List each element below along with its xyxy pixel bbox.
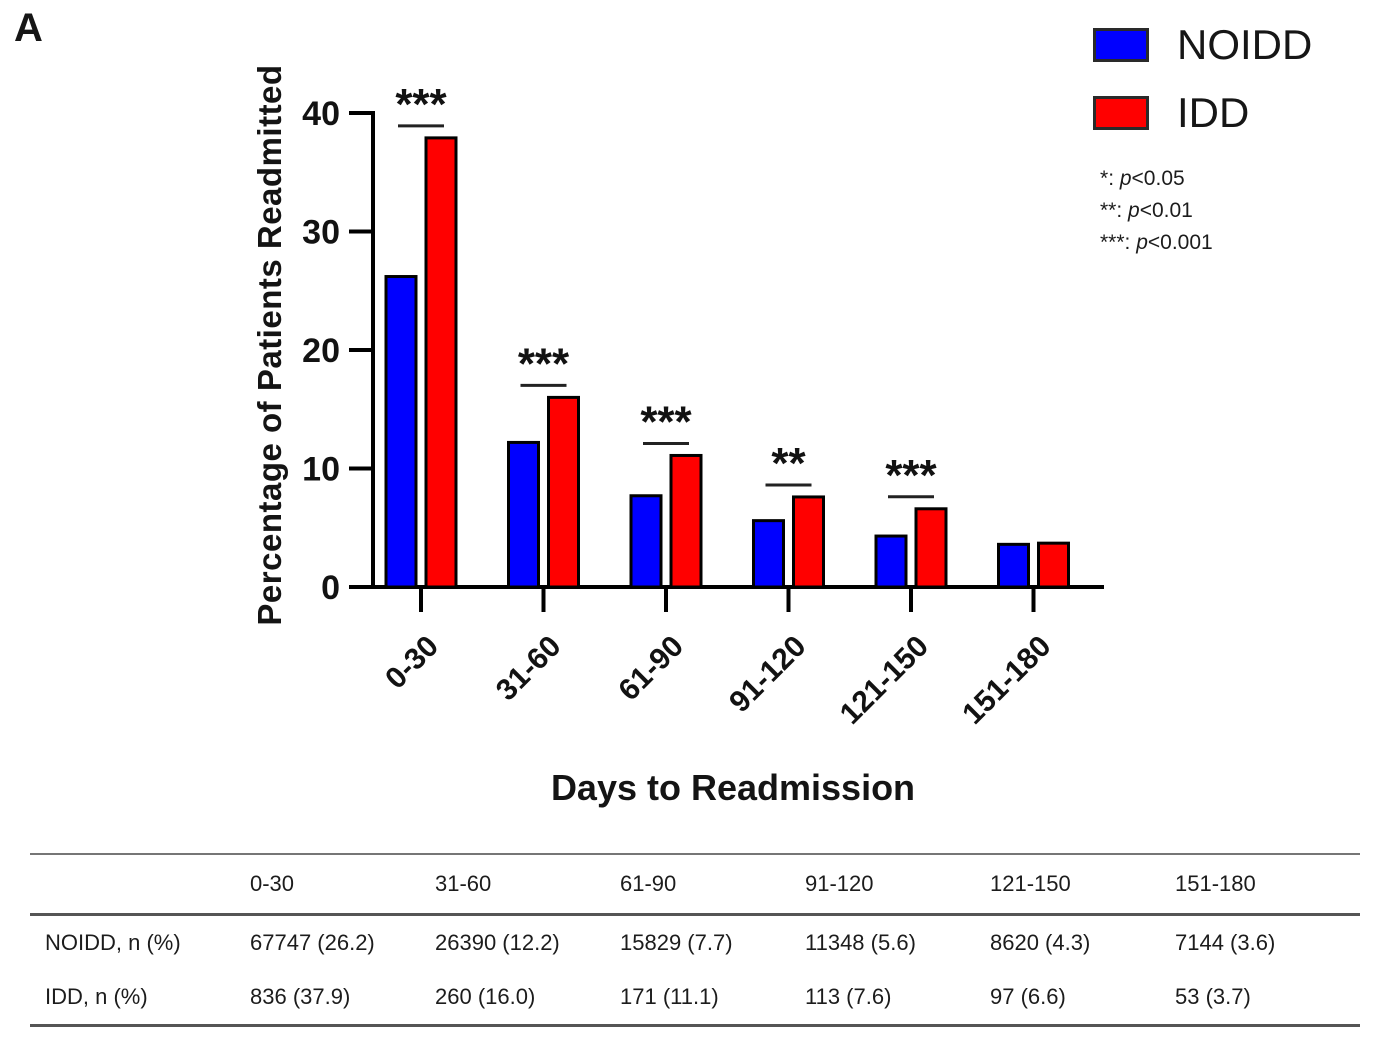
table-cell: 67747 (26.2) [250,930,375,955]
x-category-label: 31-60 [490,630,568,708]
table-cell: 53 (3.7) [1175,984,1251,1009]
row-label: IDD, n (%) [45,984,148,1009]
key-threshold: <0.05 [1131,167,1185,190]
y-tick-label: 40 [302,95,340,133]
key-p-symbol: p [1119,167,1132,190]
table-cell: 260 (16.0) [435,984,536,1009]
legend-item-idd: IDD [1093,92,1312,134]
table-cell: 26390 (12.2) [435,930,560,955]
key-stars: *** [1100,231,1125,254]
significance-stars: *** [395,80,447,129]
key-separator: : [1124,231,1137,254]
x-axis-title: Days to Readmission [550,767,916,808]
legend-label-noidd: NOIDD [1177,21,1313,68]
readmission-table: 0-30 31-60 61-90 91-120 121-150 151-180 … [30,853,1360,1027]
idd-color-swatch [1093,96,1149,130]
significance-stars: *** [885,451,937,500]
y-tick-label: 0 [321,569,340,607]
idd-bar [547,395,580,589]
key-p-symbol: p [1136,231,1148,254]
noidd-bar [507,440,540,589]
key-threshold: <0.01 [1139,199,1193,222]
y-tick-label: 10 [302,451,340,489]
key-p-symbol: p [1128,199,1140,222]
significance-key-line: *: p<0.05 [1100,163,1213,195]
y-tick-label: 20 [302,332,340,370]
noidd-bar [874,534,908,589]
significance-key: *: p<0.05 **: p<0.01 ***: p<0.001 [1100,163,1213,259]
noidd-bar [997,542,1030,589]
column-header: 151-180 [1175,871,1256,896]
row-label: NOIDD, n (%) [45,930,181,955]
idd-bar [1037,541,1070,589]
table-cell: 171 (11.1) [620,984,719,1009]
table-cell: 15829 (7.7) [620,930,733,955]
key-separator: : [1108,167,1120,190]
x-category-label: 91-120 [723,630,812,719]
significance-key-line: **: p<0.01 [1100,195,1213,227]
x-category-label: 0-30 [379,630,445,696]
idd-bar [792,495,825,589]
column-header: 121-150 [990,871,1071,896]
legend-item-noidd: NOIDD [1093,24,1312,66]
noidd-bar [384,275,418,589]
column-header: 61-90 [620,871,677,896]
table-header-row: 0-30 31-60 61-90 91-120 121-150 151-180 [30,854,1360,915]
bar-chart: 0 10 20 30 40 0-30 *** 31-60 *** 61-90 *** 91-120 **… [302,80,1104,731]
key-separator: : [1116,199,1129,222]
table-cell: 836 (37.9) [250,984,351,1009]
column-header: 31-60 [435,871,492,896]
column-header: 91-120 [805,871,874,896]
table-cell: 11348 (5.6) [805,930,916,955]
key-stars: * [1100,167,1109,190]
table-cell: 7144 (3.6) [1175,930,1276,955]
idd-bar [424,136,458,589]
table-cell: 97 (6.6) [990,984,1066,1009]
table-row-noidd: NOIDD, n (%) 67747 (26.2) 26390 (12.2) 1… [30,915,1360,971]
noidd-bar [629,494,663,589]
idd-bar [669,453,703,589]
x-category-label: 151-180 [956,630,1057,731]
legend-label-idd: IDD [1177,89,1250,136]
column-header: 0-30 [250,871,295,896]
significance-stars: *** [640,397,692,446]
x-category-label: 61-90 [612,630,690,708]
table-corner-cell [30,854,250,915]
significance-stars: ** [771,439,806,488]
idd-bar [914,507,948,589]
table-cell: 113 (7.6) [805,984,892,1009]
table-cell: 8620 (4.3) [990,930,1091,955]
noidd-color-swatch [1093,28,1149,62]
table-row-idd: IDD, n (%) 836 (37.9) 260 (16.0) 171 (11… [30,970,1360,1026]
x-category-label: 121-150 [834,630,935,731]
significance-key-line: ***: p<0.001 [1100,227,1213,259]
y-tick-label: 30 [302,214,340,252]
significance-stars: *** [518,339,570,388]
key-stars: ** [1100,199,1117,222]
chart-legend: NOIDD IDD [1093,24,1312,160]
key-threshold: <0.001 [1147,231,1213,254]
noidd-bar [752,519,785,589]
panel-label: A [14,6,43,50]
